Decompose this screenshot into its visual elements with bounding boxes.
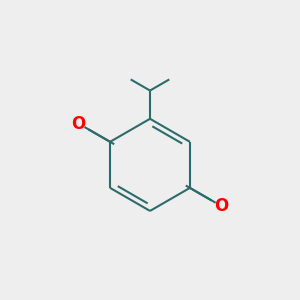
Text: O: O <box>214 197 228 215</box>
Text: O: O <box>72 115 86 133</box>
